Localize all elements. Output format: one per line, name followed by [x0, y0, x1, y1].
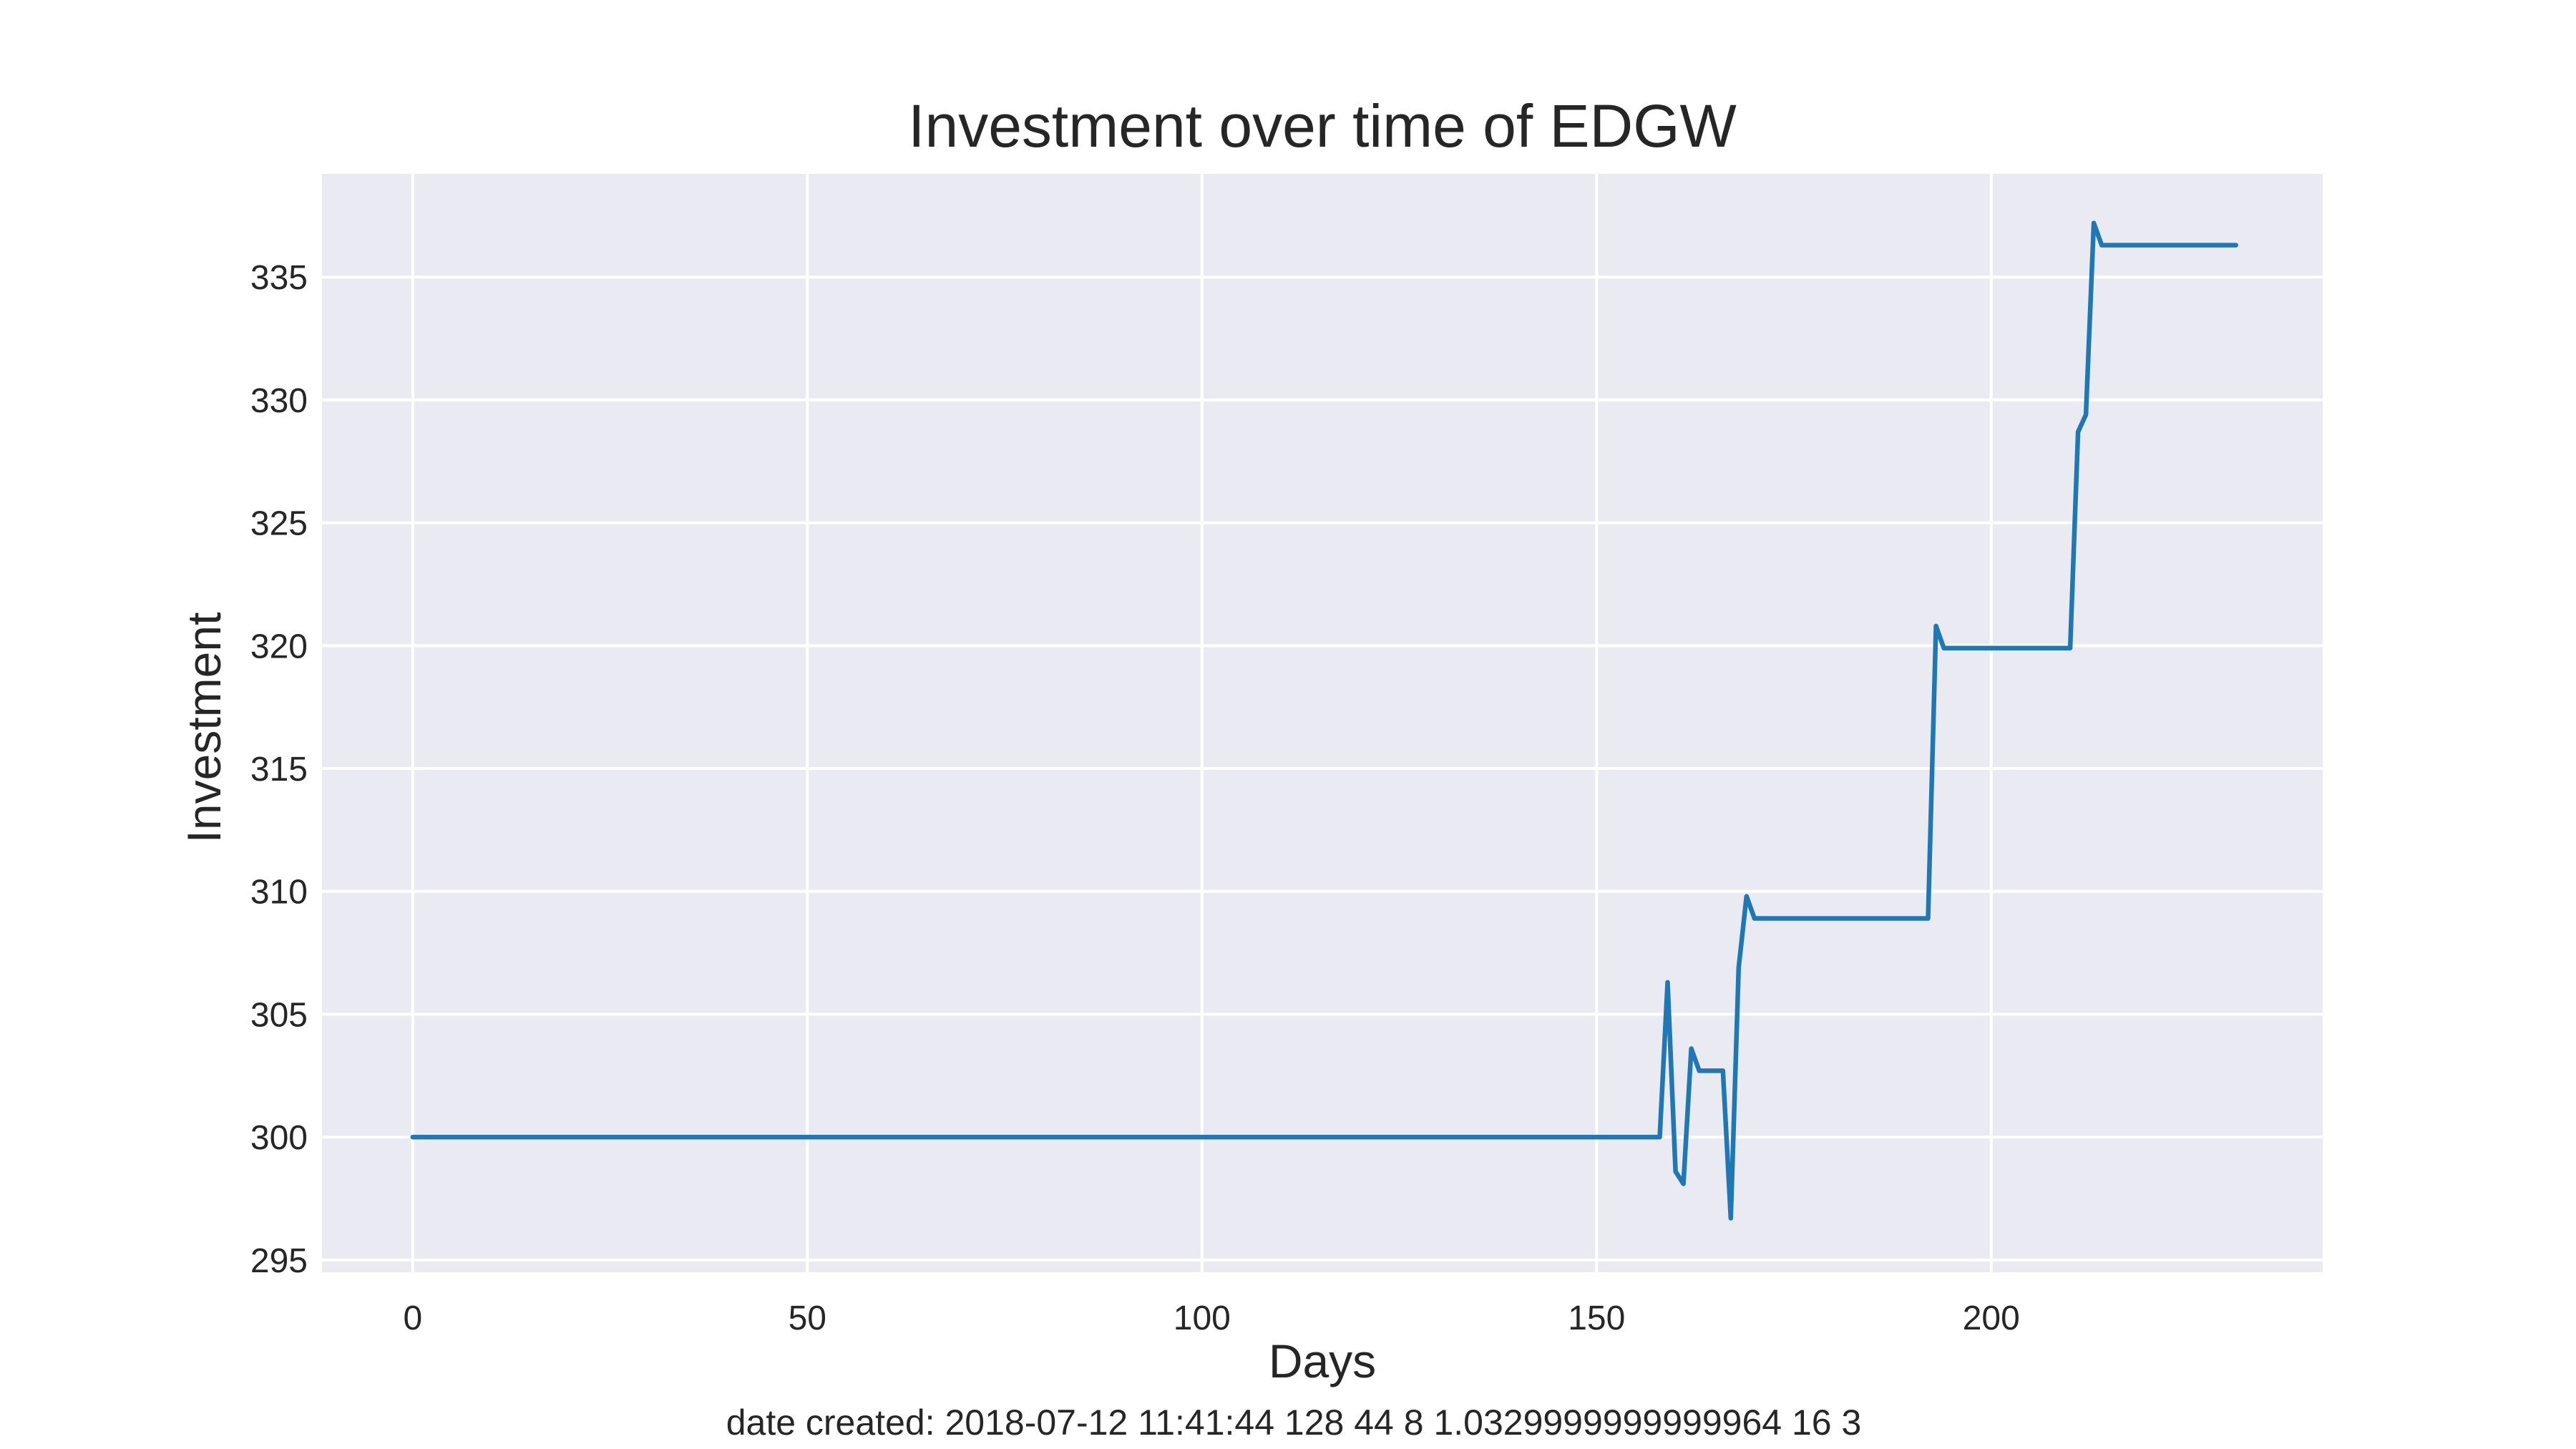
- y-tick-label: 325: [250, 505, 308, 543]
- chart-title: Investment over time of EDGW: [908, 92, 1737, 160]
- data-point: [1697, 1068, 1702, 1073]
- data-point: [2068, 645, 2073, 650]
- data-point: [1728, 1216, 1733, 1221]
- data-point: [2084, 412, 2089, 417]
- data-point: [2233, 243, 2238, 248]
- data-point: [1689, 1046, 1694, 1051]
- x-tick-label: 200: [1963, 1299, 2020, 1337]
- data-point: [1926, 916, 1931, 921]
- y-tick-label: 305: [250, 996, 308, 1034]
- plot-area: [322, 174, 2323, 1272]
- x-tick-label: 100: [1174, 1299, 1231, 1337]
- tick-labels: 0 50 100 150 200 295 300 305 310 315 320 325 330 335: [250, 259, 2020, 1337]
- data-point: [1681, 1181, 1686, 1186]
- data-point: [1673, 1169, 1678, 1174]
- y-tick-label: 295: [250, 1242, 308, 1280]
- x-tick-label: 150: [1568, 1299, 1625, 1337]
- data-point: [1736, 965, 1741, 970]
- y-tick-label: 330: [250, 382, 308, 420]
- y-tick-label: 310: [250, 874, 308, 912]
- data-point: [1744, 894, 1749, 899]
- series-layer: [410, 220, 2238, 1221]
- data-point: [2107, 243, 2112, 248]
- gridlines: [322, 174, 2323, 1272]
- y-tick-label: 320: [250, 628, 308, 665]
- y-axis-label: Investment: [177, 613, 230, 844]
- data-point: [1752, 916, 1757, 921]
- data-point: [1720, 1068, 1725, 1073]
- date-created-caption: date created: 2018-07-12 11:41:44 128 44…: [726, 1402, 1862, 1443]
- y-tick-label: 335: [250, 259, 308, 297]
- data-point: [410, 1135, 415, 1140]
- data-point: [2092, 220, 2097, 225]
- data-point: [1941, 645, 1946, 650]
- data-point: [1704, 1068, 1709, 1073]
- data-point: [2076, 429, 2081, 434]
- data-point: [1933, 623, 1938, 628]
- data-point: [1657, 1135, 1662, 1140]
- y-tick-label: 315: [250, 751, 308, 789]
- x-axis-label: Days: [1269, 1335, 1376, 1387]
- x-tick-label: 50: [789, 1299, 826, 1337]
- data-point: [1665, 980, 1670, 985]
- data-point: [1712, 1068, 1717, 1073]
- y-tick-label: 300: [250, 1119, 308, 1157]
- x-tick-label: 0: [403, 1299, 422, 1337]
- data-point: [1760, 916, 1765, 921]
- data-point: [2099, 243, 2104, 248]
